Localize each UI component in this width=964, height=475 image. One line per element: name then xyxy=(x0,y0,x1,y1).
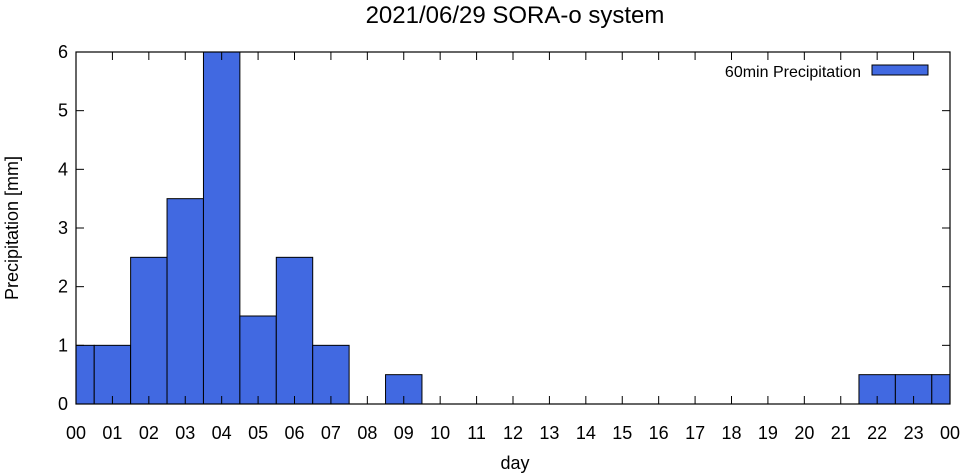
x-tick-label-18: 18 xyxy=(721,423,741,443)
x-tick-label-11: 11 xyxy=(467,423,486,443)
y-tick-label-6: 6 xyxy=(58,42,68,62)
x-tick-label-8: 08 xyxy=(357,423,377,443)
bar-5 xyxy=(239,315,277,405)
x-tick-label-22: 22 xyxy=(867,423,887,443)
x-tick-label-16: 16 xyxy=(649,423,669,443)
x-tick-label-1: 01 xyxy=(102,423,122,443)
x-tick-label-15: 15 xyxy=(612,423,632,443)
x-tick-label-3: 03 xyxy=(175,423,195,443)
y-tick-label-5: 5 xyxy=(58,101,68,121)
legend-swatch xyxy=(871,64,929,76)
x-axis-label: day xyxy=(500,453,529,473)
x-tick-label-17: 17 xyxy=(685,423,705,443)
x-tick-labels: 00 01 02 03 04 05 06 07 08 09 10 11 12 13 14 15 16 17 18 19… xyxy=(66,423,960,443)
x-tick-label-19: 19 xyxy=(758,423,778,443)
legend: 60min Precipitation xyxy=(725,64,929,81)
x-tick-label-12: 12 xyxy=(503,423,523,443)
plot-frame xyxy=(75,51,951,405)
y-tick-label-3: 3 xyxy=(58,218,68,238)
chart-title: 2021/06/29 SORA-o system xyxy=(366,2,665,29)
x-tick-label-21: 21 xyxy=(831,423,851,443)
y-tick-label-2: 2 xyxy=(58,277,68,297)
y-tick-labels: 0 1 2 3 4 5 6 xyxy=(58,42,68,414)
bar-0 xyxy=(75,344,95,405)
x-tick-label-9: 09 xyxy=(394,423,414,443)
x-tick-label-2: 02 xyxy=(139,423,159,443)
y-axis-label: Precipitation [mm] xyxy=(2,156,22,300)
x-tick-label-4: 04 xyxy=(212,423,232,443)
bar-1 xyxy=(93,344,132,405)
bar-3 xyxy=(166,198,204,405)
bars-group xyxy=(75,51,951,405)
x-tick-label-10: 10 xyxy=(430,423,450,443)
x-tick-label-24: 00 xyxy=(940,423,960,443)
bar-24 xyxy=(931,374,951,405)
bar-6 xyxy=(275,256,314,405)
x-tick-label-5: 05 xyxy=(248,423,268,443)
bar-4 xyxy=(202,51,241,405)
x-tick-label-14: 14 xyxy=(576,423,596,443)
x-tick-label-7: 07 xyxy=(321,423,341,443)
bar-2 xyxy=(130,256,168,405)
legend-label: 60min Precipitation xyxy=(725,64,861,81)
y-tick-label-4: 4 xyxy=(58,159,68,179)
x-tick-label-0: 00 xyxy=(66,423,86,443)
y-tick-label-1: 1 xyxy=(58,335,68,355)
bar-7 xyxy=(312,344,350,405)
x-tick-label-6: 06 xyxy=(284,423,304,443)
x-tick-label-23: 23 xyxy=(904,423,924,443)
x-tick-label-20: 20 xyxy=(794,423,814,443)
x-tick-label-13: 13 xyxy=(539,423,559,443)
y-tick-label-0: 0 xyxy=(58,394,68,414)
